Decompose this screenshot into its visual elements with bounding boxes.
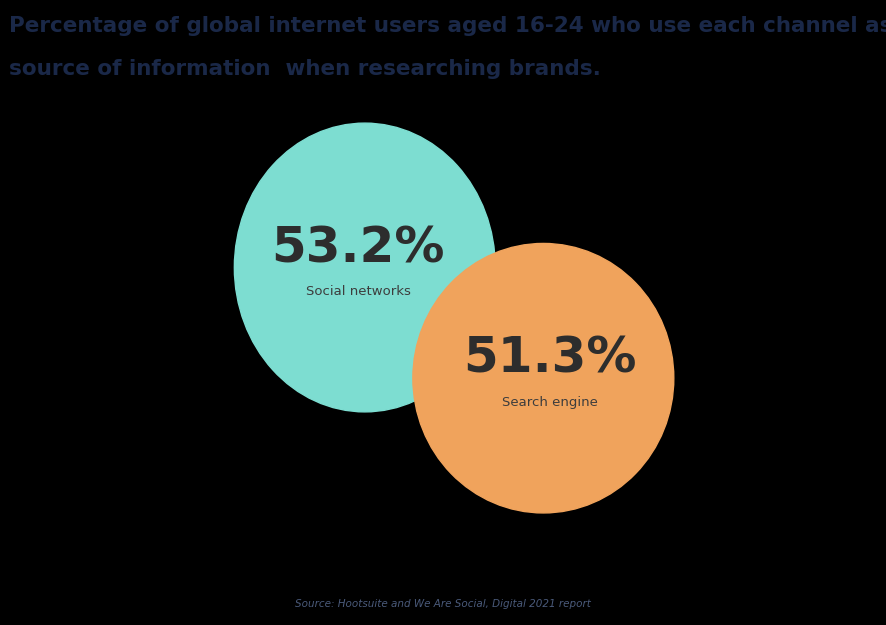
Text: Source: Hootsuite and We Are Social, Digital 2021 report: Source: Hootsuite and We Are Social, Dig…: [295, 599, 591, 609]
Text: 51.3%: 51.3%: [463, 335, 637, 383]
Text: source of information  when researching brands.: source of information when researching b…: [9, 59, 601, 79]
Text: Search engine: Search engine: [502, 396, 598, 409]
Text: 53.2%: 53.2%: [271, 224, 445, 272]
Text: Percentage of global internet users aged 16-24 who use each channel as a primary: Percentage of global internet users aged…: [9, 16, 886, 36]
Ellipse shape: [413, 243, 674, 513]
Text: Social networks: Social networks: [306, 285, 410, 298]
Ellipse shape: [234, 123, 495, 412]
